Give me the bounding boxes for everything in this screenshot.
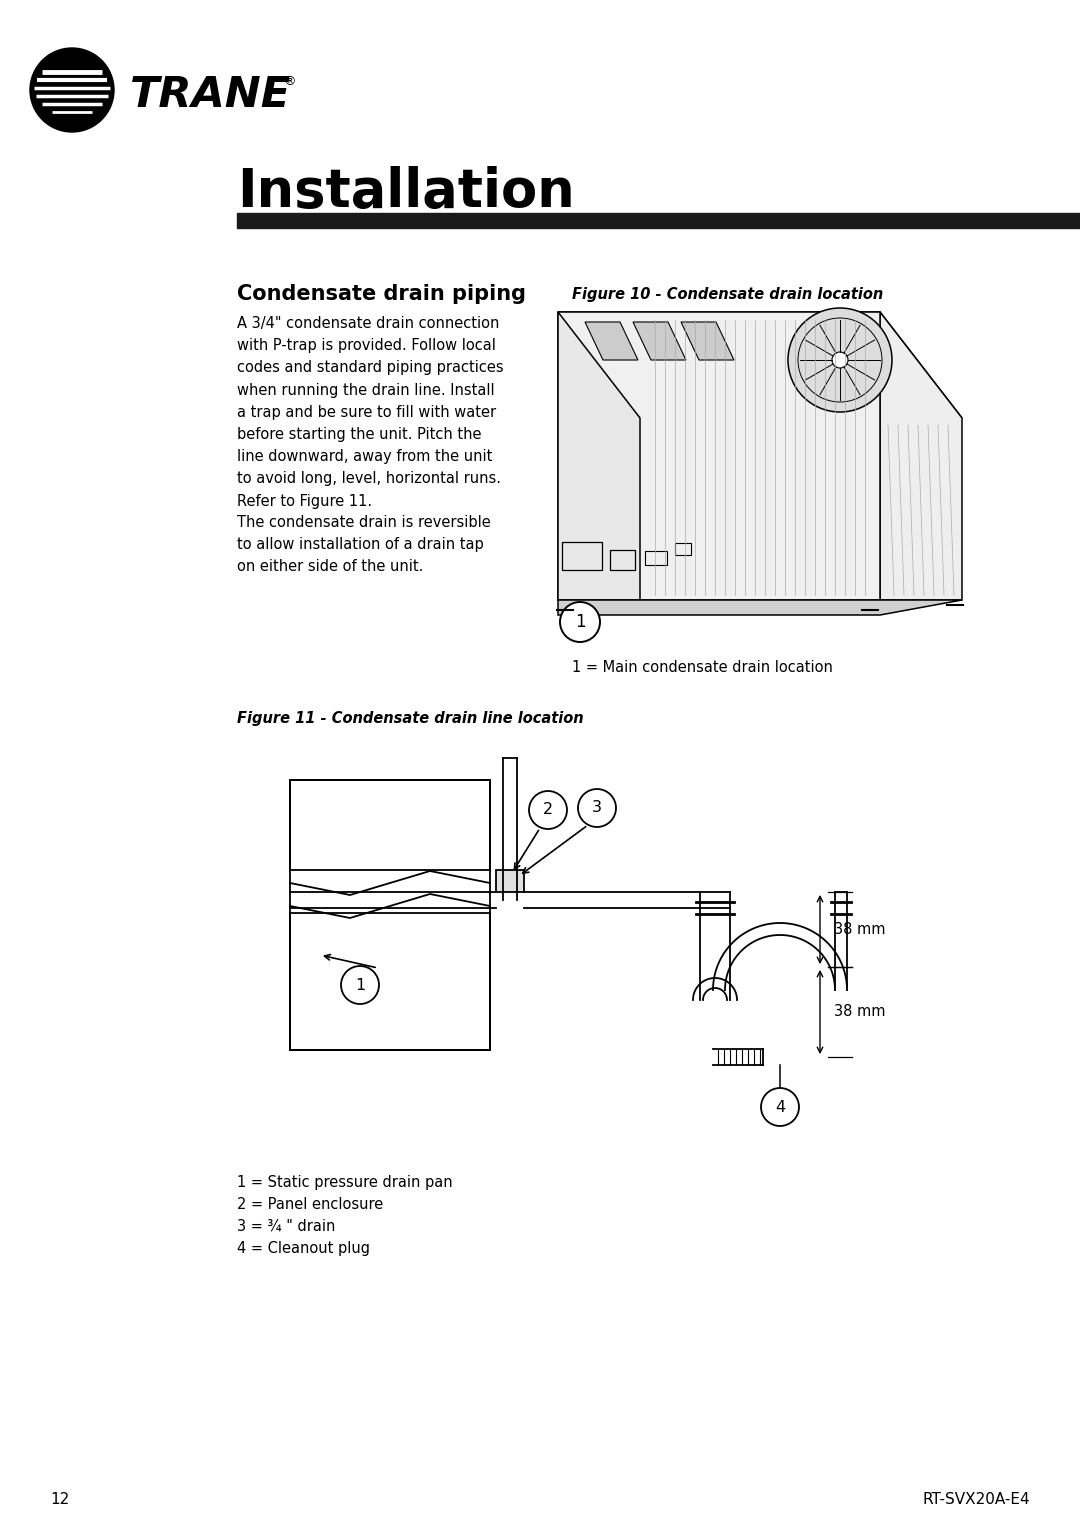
Bar [496,869,524,892]
Polygon shape [558,312,962,419]
Polygon shape [585,322,638,361]
Bar [610,550,635,570]
Text: Figure 10 - Condensate drain location: Figure 10 - Condensate drain location [572,287,883,301]
Text: 4 = Cleanout plug: 4 = Cleanout plug [237,1241,370,1256]
Text: 38 mm: 38 mm [834,921,886,937]
Text: Condensate drain piping: Condensate drain piping [237,284,526,304]
Circle shape [761,1088,799,1126]
Polygon shape [291,779,490,869]
Bar [562,542,602,570]
Circle shape [341,966,379,1004]
Text: Installation: Installation [237,167,575,219]
Polygon shape [633,322,686,361]
Circle shape [529,792,567,830]
Text: Figure 11 - Condensate drain line location: Figure 11 - Condensate drain line locati… [237,711,583,726]
Polygon shape [558,312,880,601]
Polygon shape [880,312,962,601]
Text: 1 = Main condensate drain location: 1 = Main condensate drain location [572,660,833,675]
Bar [237,212,1080,228]
Bar [645,552,667,565]
Text: 1: 1 [355,978,365,993]
Text: 2: 2 [543,802,553,817]
Text: ®: ® [283,75,296,89]
Text: 12: 12 [50,1493,69,1508]
Text: 3 = ¾ " drain: 3 = ¾ " drain [237,1219,336,1235]
Text: 38 mm: 38 mm [834,1004,886,1019]
Text: 3: 3 [592,801,602,816]
Polygon shape [681,322,734,361]
Polygon shape [558,601,962,614]
Circle shape [578,788,616,827]
Text: A 3/4" condensate drain connection
with P-trap is provided. Follow local
codes a: A 3/4" condensate drain connection with … [237,316,503,509]
Text: The condensate drain is reversible
to allow installation of a drain tap
on eithe: The condensate drain is reversible to al… [237,515,490,575]
Text: TRANE: TRANE [130,73,292,116]
Polygon shape [558,312,640,601]
Text: 2 = Panel enclosure: 2 = Panel enclosure [237,1196,383,1212]
Circle shape [30,47,114,131]
Polygon shape [291,914,490,1050]
Text: RT-SVX20A-E4: RT-SVX20A-E4 [922,1493,1030,1508]
Text: 1: 1 [575,613,585,631]
Circle shape [788,309,892,413]
Circle shape [832,351,848,368]
Circle shape [561,602,600,642]
Text: 4: 4 [775,1100,785,1114]
Bar [675,542,691,555]
Text: 1 = Static pressure drain pan: 1 = Static pressure drain pan [237,1175,453,1190]
